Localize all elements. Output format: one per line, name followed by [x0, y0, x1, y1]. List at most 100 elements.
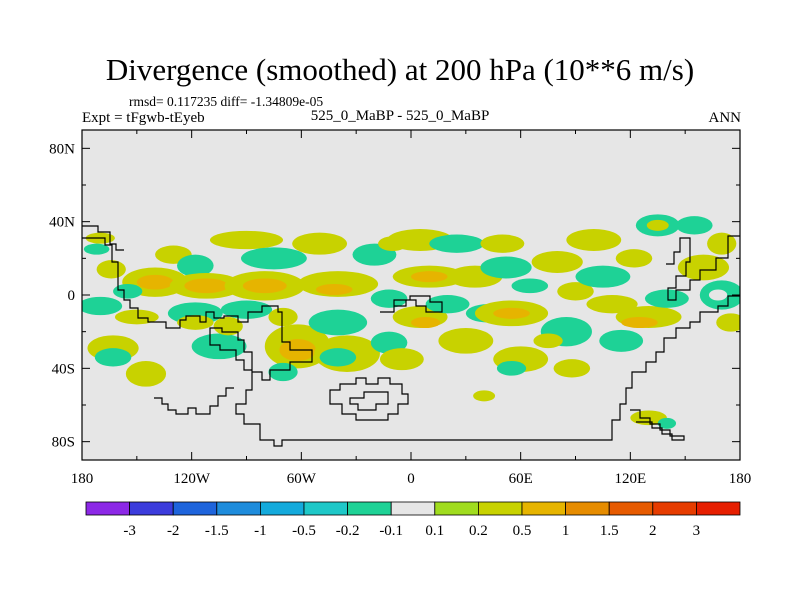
contour-blob [473, 390, 496, 402]
y-tick-label: 40N [49, 215, 75, 231]
colorbar-label: -0.5 [292, 523, 316, 539]
x-tick-label: 180 [71, 471, 94, 487]
rmsd-diff-stats: rmsd= 0.117235 diff= -1.34809e-05 [129, 94, 324, 109]
island-outline [380, 295, 443, 313]
season-label: ANN [708, 110, 742, 126]
y-tick-label: 80S [52, 435, 75, 451]
contour-blob [496, 361, 527, 376]
contour-blob [411, 317, 441, 328]
contour-blob [553, 359, 591, 378]
colorbar-label: -1.5 [205, 523, 229, 539]
contour-blob [136, 274, 174, 290]
colorbar-swatch [652, 501, 697, 516]
colorbar-label: -0.2 [336, 523, 360, 539]
colorbar-swatch [565, 501, 610, 516]
contour-blob [184, 278, 229, 294]
contour-blob [531, 251, 583, 273]
contour-blob [480, 234, 525, 253]
colorbar-swatch [434, 501, 479, 516]
colorbar-label: 0.5 [513, 523, 532, 539]
colorbar-label: 1.5 [600, 523, 619, 539]
contour-blob [586, 295, 638, 314]
contour-blob [213, 317, 243, 336]
peninsula-outline [630, 409, 685, 441]
colorbar-swatch [303, 501, 348, 516]
experiment-label: Expt = tFgwb-tEyeb [82, 110, 205, 126]
colorbar-label: 1 [562, 523, 570, 539]
contour-blob [220, 300, 273, 319]
contour-blob [83, 243, 110, 255]
eastern-continent-outline [666, 235, 740, 301]
colorbar-label: -1 [254, 523, 267, 539]
contour-blob [292, 232, 348, 255]
continent-outlines [82, 225, 740, 447]
contour-blob [615, 249, 653, 268]
contour-blob [125, 361, 167, 387]
axis-ticks: 180 120W 60W 0 60E 120E 180 80N 40N 0 40S 80S [49, 130, 751, 487]
x-tick-label: 60E [509, 471, 533, 487]
contour-blob [716, 313, 740, 332]
x-tick-label: 60W [287, 471, 317, 487]
contour-blob [599, 329, 644, 352]
colorbar-swatch [172, 501, 218, 516]
colorbar-swatch [216, 501, 261, 516]
contour-blob [268, 362, 298, 382]
contour-blob [242, 278, 287, 294]
contour-blob [646, 219, 669, 231]
contour-blob [209, 230, 284, 250]
contour-blob [94, 348, 132, 367]
colorbar-swatch [347, 501, 392, 516]
colorbar-swatch [129, 501, 174, 516]
contour-blob [621, 317, 658, 328]
contour-blob [241, 247, 307, 270]
contour-blob [82, 296, 123, 316]
western-continent-outline [82, 237, 740, 447]
contour-blob [708, 289, 728, 301]
colorbar-label: 0.1 [425, 523, 444, 539]
western-continent-north-outline [82, 225, 124, 251]
contour-blob [438, 328, 494, 354]
contour-blob [113, 284, 143, 299]
contour-blob [315, 284, 353, 295]
inner-basin-outline [349, 391, 389, 411]
contour-blob [268, 307, 298, 327]
plot-background [82, 130, 740, 460]
contour-blob [533, 333, 563, 349]
contour-blob [177, 254, 214, 277]
contour-blob [308, 309, 368, 336]
contour-blob [676, 216, 713, 235]
colorbar-swatch [608, 501, 654, 516]
contour-blob [644, 289, 689, 308]
southern-basin-outline [329, 377, 409, 421]
contour-blob [480, 256, 532, 279]
contour-blob [96, 260, 126, 279]
contour-blob [319, 348, 357, 367]
colorbar-label: 0.2 [469, 523, 488, 539]
colorbar-label: 2 [649, 523, 657, 539]
x-tick-label: 180 [729, 471, 752, 487]
colorbar: -3 -2 -1.5 -1 -0.5 -0.2 -0.1 0.1 0.2 0.5 1 1.5 2 3 [85, 501, 741, 539]
y-tick-label: 40S [52, 361, 75, 377]
colorbar-swatch [390, 501, 436, 516]
colorbar-label: -2 [167, 523, 180, 539]
x-tick-label: 120E [614, 471, 646, 487]
colorbar-swatch [85, 501, 130, 516]
contour-blob [411, 271, 448, 283]
contour-blob [429, 234, 485, 253]
colorbar-swatch [521, 501, 566, 516]
contour-blob [575, 265, 631, 288]
colorbar-label: -0.1 [379, 523, 403, 539]
colorbar-label: -3 [123, 523, 136, 539]
x-tick-label: 120W [173, 471, 211, 487]
southern-coast-outline [154, 387, 234, 415]
colorbar-label: 3 [693, 523, 701, 539]
colorbar-swatch [477, 501, 523, 516]
contour-blob [425, 295, 470, 314]
contour-blob [379, 348, 424, 371]
contour-blob [370, 289, 408, 308]
contour-blob [511, 278, 549, 294]
contour-blob [493, 307, 530, 319]
case-names: 525_0_MaBP - 525_0_MaBP [310, 108, 490, 124]
chart-title: Divergence (smoothed) at 200 hPa (10**6 … [105, 52, 695, 87]
